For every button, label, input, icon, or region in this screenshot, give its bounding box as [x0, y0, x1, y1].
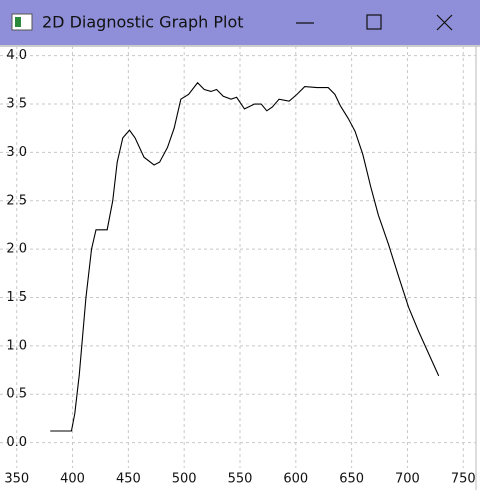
x-tick-label: 350: [4, 472, 29, 487]
y-tick-label: 1.0: [6, 338, 27, 353]
x-tick-label: 400: [60, 472, 85, 487]
maximize-button[interactable]: [366, 14, 382, 30]
close-button[interactable]: [436, 14, 453, 31]
y-tick-label: 4.0: [6, 48, 27, 63]
x-tick-label: 750: [451, 472, 476, 487]
app-icon: [11, 13, 33, 31]
y-tick-label: 2.5: [6, 193, 27, 208]
x-tick-label: 450: [116, 472, 141, 487]
y-tick-label: 1.5: [6, 290, 27, 305]
y-tick-label: 2.0: [6, 242, 27, 257]
y-tick-label: 3.5: [6, 97, 27, 112]
x-tick-label: 500: [172, 472, 197, 487]
data-line: [50, 81, 440, 432]
x-tick-label: 700: [395, 472, 420, 487]
window-title: 2D Diagnostic Graph Plot: [42, 13, 244, 32]
x-tick-label: 650: [339, 472, 364, 487]
x-tick-label: 600: [283, 472, 308, 487]
x-tick-label: 550: [228, 472, 253, 487]
title-bar: [0, 0, 480, 45]
y-tick-label: 3.0: [6, 145, 27, 160]
